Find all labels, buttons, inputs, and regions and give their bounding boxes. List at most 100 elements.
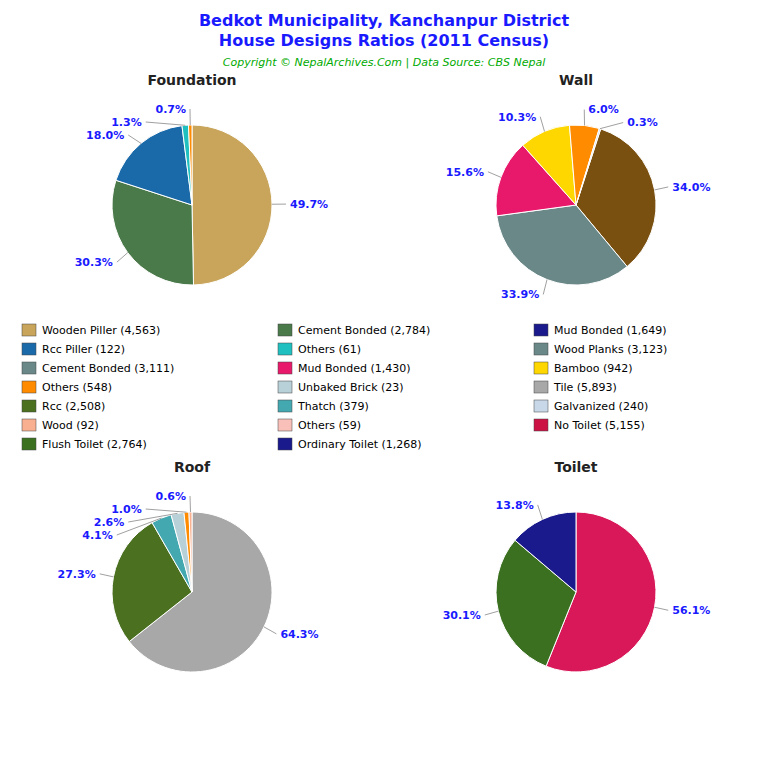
legend-swatch bbox=[278, 438, 292, 450]
legend-item: Others (61) bbox=[278, 343, 361, 356]
legend-item: No Toilet (5,155) bbox=[534, 419, 645, 432]
data-label: 13.8% bbox=[495, 499, 533, 512]
slices bbox=[496, 512, 656, 672]
legend-swatch bbox=[534, 362, 548, 374]
legend-label: Thatch (379) bbox=[297, 400, 369, 413]
data-label: 49.7% bbox=[290, 198, 328, 211]
data-label: 1.0% bbox=[111, 503, 142, 516]
legend-label: Mud Bonded (1,430) bbox=[298, 362, 411, 375]
legend-swatch bbox=[278, 400, 292, 412]
pie-slice bbox=[515, 512, 576, 592]
legend-item: Wooden Piller (4,563) bbox=[22, 324, 160, 337]
data-labels: 34.0%33.9%15.6%10.3%6.0%0.3% bbox=[446, 103, 711, 301]
data-label: 56.1% bbox=[672, 604, 710, 617]
pie-slice bbox=[188, 125, 192, 205]
data-label: 0.6% bbox=[155, 490, 186, 503]
legend-swatch bbox=[534, 343, 548, 355]
legend-item: Galvanized (240) bbox=[534, 400, 648, 413]
legend-item: Bamboo (942) bbox=[534, 362, 633, 375]
leader-line bbox=[264, 627, 276, 634]
slices bbox=[112, 125, 272, 285]
title-line: Bedkot Municipality, Kanchanpur District bbox=[199, 11, 570, 30]
legend-item: Wood (92) bbox=[22, 419, 99, 432]
data-label: 6.0% bbox=[588, 103, 619, 116]
legend-label: Unbaked Brick (23) bbox=[298, 381, 404, 394]
legend-item: Ordinary Toilet (1,268) bbox=[278, 438, 422, 451]
leader-line bbox=[190, 496, 191, 512]
legend-swatch bbox=[22, 438, 36, 450]
legend-swatch bbox=[534, 324, 548, 336]
subtitle: Copyright © NepalArchives.Com | Data Sou… bbox=[223, 56, 545, 69]
data-label: 33.9% bbox=[501, 288, 539, 301]
leader-line bbox=[485, 611, 499, 615]
pie-slice bbox=[192, 125, 272, 285]
legend-label: Rcc Piller (122) bbox=[42, 343, 125, 356]
leader-line bbox=[488, 172, 501, 178]
legend-label: Wooden Piller (4,563) bbox=[42, 324, 160, 337]
legend-label: Cement Bonded (2,784) bbox=[298, 324, 430, 337]
legend-label: Wood Planks (3,123) bbox=[554, 343, 667, 356]
data-label: 30.1% bbox=[443, 609, 481, 622]
pie-title: Roof bbox=[174, 459, 211, 475]
chart-root: Bedkot Municipality, Kanchanpur District… bbox=[0, 0, 768, 768]
legend-swatch bbox=[22, 381, 36, 393]
legend-label: Cement Bonded (3,111) bbox=[42, 362, 174, 375]
legend-label: Tile (5,893) bbox=[553, 381, 617, 394]
legend-label: Mud Bonded (1,649) bbox=[554, 324, 667, 337]
leader-line bbox=[655, 187, 669, 190]
legend-swatch bbox=[534, 419, 548, 431]
leader-line bbox=[117, 253, 128, 263]
legend-label: Rcc (2,508) bbox=[42, 400, 105, 413]
pie-chart: Wall34.0%33.9%15.6%10.3%6.0%0.3% bbox=[446, 72, 711, 301]
data-label: 34.0% bbox=[672, 181, 710, 194]
legend-item: Others (59) bbox=[278, 419, 361, 432]
legend-item: Tile (5,893) bbox=[534, 381, 617, 394]
legend-item: Rcc (2,508) bbox=[22, 400, 105, 413]
data-label: 27.3% bbox=[58, 568, 96, 581]
leader-line bbox=[190, 109, 191, 125]
data-labels: 49.7%30.3%18.0%1.3%0.7% bbox=[75, 103, 328, 269]
legend-item: Rcc Piller (122) bbox=[22, 343, 125, 356]
legend-item: Wood Planks (3,123) bbox=[534, 343, 667, 356]
pie-slice bbox=[116, 126, 192, 205]
legend-item: Unbaked Brick (23) bbox=[278, 381, 404, 394]
legend-swatch bbox=[534, 381, 548, 393]
leader-line bbox=[584, 110, 585, 126]
legend-item: Mud Bonded (1,649) bbox=[534, 324, 667, 337]
data-label: 2.6% bbox=[94, 516, 125, 529]
legend: Wooden Piller (4,563) Rcc Piller (122) Cem… bbox=[22, 324, 667, 451]
legend-item: Cement Bonded (3,111) bbox=[22, 362, 174, 375]
data-label: 4.1% bbox=[82, 529, 113, 542]
legend-item: Cement Bonded (2,784) bbox=[278, 324, 430, 337]
slices bbox=[496, 125, 656, 285]
legend-label: Bamboo (942) bbox=[554, 362, 633, 375]
legend-swatch bbox=[22, 400, 36, 412]
pie-slice bbox=[182, 125, 192, 205]
pie-slice bbox=[523, 125, 576, 205]
legend-swatch bbox=[278, 419, 292, 431]
pie-chart: Roof 64.3% 27.3% 4.1%2.6%1.0% 0.6% bbox=[58, 459, 319, 672]
slices bbox=[112, 512, 272, 672]
legend-swatch bbox=[534, 400, 548, 412]
pie-title: Toilet bbox=[554, 459, 597, 475]
pie-chart: Foundation49.7%30.3%18.0%1.3%0.7% bbox=[75, 72, 328, 285]
legend-swatch bbox=[278, 362, 292, 374]
legend-swatch bbox=[22, 362, 36, 374]
title-line: House Designs Ratios (2011 Census) bbox=[219, 31, 549, 50]
legend-label: Ordinary Toilet (1,268) bbox=[298, 438, 422, 451]
leader-line bbox=[146, 509, 187, 512]
pie-slice bbox=[497, 205, 627, 285]
legend-item: Flush Toilet (2,764) bbox=[22, 438, 147, 451]
legend-swatch bbox=[22, 419, 36, 431]
data-labels: 56.1% 30.1% 13.8% bbox=[443, 499, 711, 622]
data-label: 1.3% bbox=[111, 116, 142, 129]
legend-label: Galvanized (240) bbox=[554, 400, 648, 413]
legend-label: Others (59) bbox=[298, 419, 361, 432]
data-label: 64.3% bbox=[280, 628, 318, 641]
data-label: 30.3% bbox=[75, 256, 113, 269]
leader-line bbox=[540, 117, 544, 132]
pie-title: Wall bbox=[559, 72, 593, 88]
leader-line bbox=[543, 280, 547, 295]
legend-swatch bbox=[22, 343, 36, 355]
legend-label: Others (61) bbox=[298, 343, 361, 356]
